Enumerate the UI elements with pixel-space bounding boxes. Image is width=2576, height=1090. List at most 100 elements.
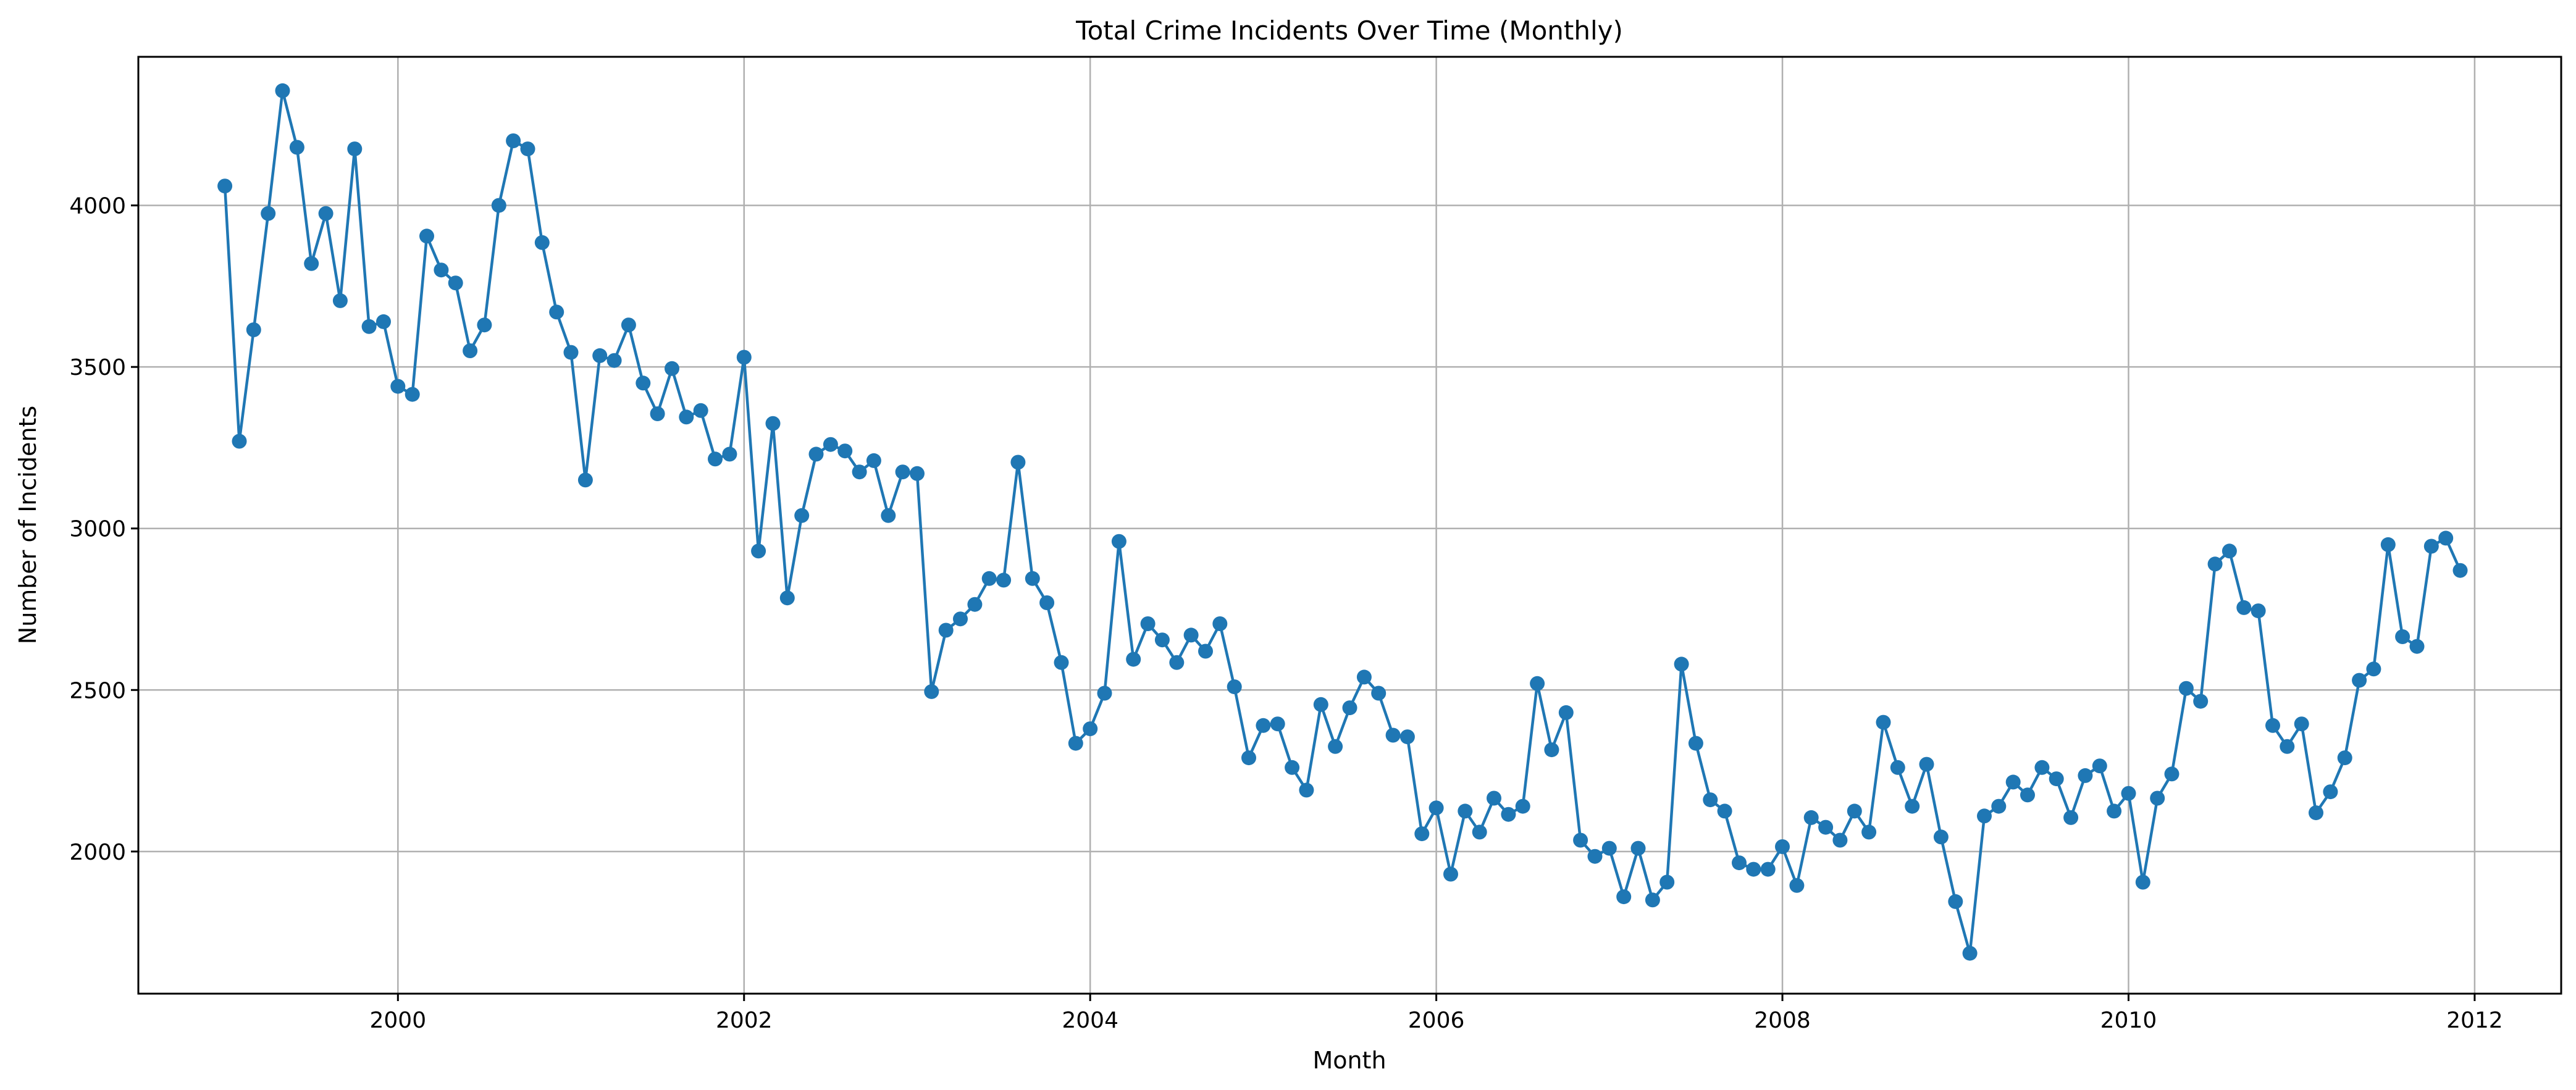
data-point xyxy=(1169,655,1185,670)
data-point xyxy=(2265,718,2280,733)
data-point xyxy=(1097,685,1112,701)
data-point xyxy=(924,684,939,699)
x-tick-label: 2010 xyxy=(2100,1008,2157,1033)
data-point xyxy=(2034,760,2050,775)
data-point xyxy=(1227,679,1242,695)
data-point xyxy=(1429,800,1444,816)
data-point xyxy=(2121,786,2136,801)
data-point xyxy=(708,451,723,467)
data-point xyxy=(2005,774,2021,790)
data-point xyxy=(318,206,334,221)
data-point xyxy=(1054,655,1069,670)
data-point xyxy=(1544,742,1559,758)
data-point xyxy=(2251,603,2266,619)
data-point xyxy=(1241,750,1256,766)
data-point xyxy=(563,345,579,360)
data-point xyxy=(1212,616,1228,631)
data-point xyxy=(765,416,781,431)
data-point xyxy=(390,379,406,394)
data-point xyxy=(419,228,434,244)
data-point xyxy=(751,543,766,559)
data-point xyxy=(1515,799,1530,814)
data-point xyxy=(1746,862,1761,877)
data-point xyxy=(1285,760,1300,775)
data-point xyxy=(2452,563,2468,578)
data-point xyxy=(477,317,492,333)
data-point xyxy=(1270,716,1285,732)
data-point xyxy=(1111,534,1126,549)
chart-title: Total Crime Incidents Over Time (Monthly… xyxy=(1075,15,1623,46)
data-point xyxy=(2323,784,2338,800)
data-point xyxy=(1328,739,1343,754)
data-point xyxy=(1832,832,1848,848)
data-point xyxy=(1587,849,1603,864)
data-point xyxy=(2236,600,2252,615)
axes-frame xyxy=(137,56,2562,995)
data-point xyxy=(1385,727,1401,743)
data-point xyxy=(304,256,319,271)
data-point xyxy=(2423,539,2439,554)
data-point xyxy=(506,133,521,148)
data-point xyxy=(837,443,853,459)
data-point xyxy=(1991,799,2007,814)
x-tick-label: 2000 xyxy=(370,1008,427,1033)
data-point xyxy=(636,375,651,391)
data-point xyxy=(1732,855,1747,871)
data-point xyxy=(1299,782,1314,798)
data-point xyxy=(491,198,506,213)
data-point xyxy=(1847,803,1862,819)
data-point xyxy=(1399,729,1415,745)
data-point xyxy=(577,472,593,488)
data-point xyxy=(1371,685,1387,701)
data-point xyxy=(895,464,910,480)
data-point xyxy=(1414,826,1430,842)
data-point xyxy=(1703,792,1718,808)
data-point xyxy=(2193,694,2209,709)
data-point xyxy=(1126,652,1141,667)
x-tick-label: 2004 xyxy=(1062,1008,1118,1033)
data-point xyxy=(1803,810,1819,825)
data-point xyxy=(520,141,535,157)
data-point xyxy=(1861,824,1877,840)
data-point xyxy=(1501,807,1516,822)
data-point xyxy=(592,348,608,363)
data-point xyxy=(1775,839,1790,854)
data-point xyxy=(1487,790,1501,806)
data-point xyxy=(693,403,708,418)
data-point xyxy=(2395,629,2410,644)
data-point xyxy=(1616,889,1632,905)
data-point xyxy=(1458,803,1473,819)
data-point xyxy=(1905,799,1920,814)
data-point xyxy=(722,446,737,462)
data-point xyxy=(463,343,478,358)
data-point xyxy=(376,314,391,329)
data-point xyxy=(953,611,968,627)
data-point xyxy=(665,361,679,376)
data-point xyxy=(1068,736,1083,751)
data-point xyxy=(2221,543,2237,559)
data-point xyxy=(2337,750,2352,766)
data-point xyxy=(852,464,867,480)
x-tick-label: 2008 xyxy=(1754,1008,1811,1033)
data-point xyxy=(1948,894,1963,909)
data-point xyxy=(2092,758,2107,774)
data-point xyxy=(1919,757,1934,772)
y-axis-label: Number of Incidents xyxy=(14,406,41,644)
data-point xyxy=(1472,824,1487,840)
data-point xyxy=(1977,808,1992,824)
data-point xyxy=(246,322,261,337)
data-point xyxy=(2366,661,2381,677)
data-point xyxy=(981,571,997,586)
x-tick-label: 2006 xyxy=(1408,1008,1465,1033)
data-point xyxy=(1154,632,1170,648)
data-point xyxy=(1356,669,1372,685)
data-point xyxy=(1933,829,1949,845)
data-point xyxy=(1659,874,1675,890)
data-point xyxy=(1717,803,1732,819)
data-point xyxy=(967,597,983,612)
data-point xyxy=(275,83,290,98)
data-point xyxy=(938,623,954,638)
data-point xyxy=(1573,832,1588,848)
data-point xyxy=(2207,556,2223,572)
